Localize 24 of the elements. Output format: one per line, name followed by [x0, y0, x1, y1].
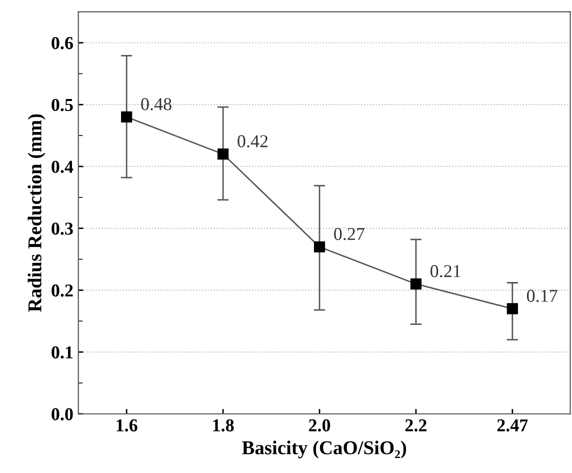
- data-label: 0.48: [141, 98, 172, 110]
- point: [506, 303, 518, 314]
- data-label: 0.17: [526, 290, 558, 302]
- point: [314, 241, 326, 252]
- point: [121, 111, 132, 123]
- y-tick-label: 0.2: [52, 284, 73, 297]
- y-tick-label: 0.6: [52, 37, 73, 50]
- y-axis-title: Radius Reduction (mm): [28, 114, 46, 312]
- data-label: 0.27: [334, 228, 364, 240]
- x-axis-title: Basicity (CaO/SiO₂): [242, 440, 406, 458]
- point: [410, 278, 422, 290]
- y-tick-label: 0.1: [52, 346, 73, 359]
- x-tick-label: 2.0: [308, 419, 330, 432]
- x-tick-label: 1.8: [213, 419, 234, 432]
- x-tick-label: 2.2: [405, 419, 426, 432]
- y-tick-label: 0.5: [52, 98, 73, 112]
- data-label: 0.21: [430, 265, 460, 278]
- point: [217, 148, 229, 160]
- y-tick-label: 0.0: [52, 408, 73, 420]
- x-tick-label: 1.6: [116, 419, 138, 432]
- y-tick-label: 0.3: [52, 222, 73, 235]
- data-label: 0.42: [238, 135, 268, 148]
- y-tick-label: 0.4: [52, 160, 74, 173]
- x-tick-label: 2.47: [497, 419, 528, 432]
